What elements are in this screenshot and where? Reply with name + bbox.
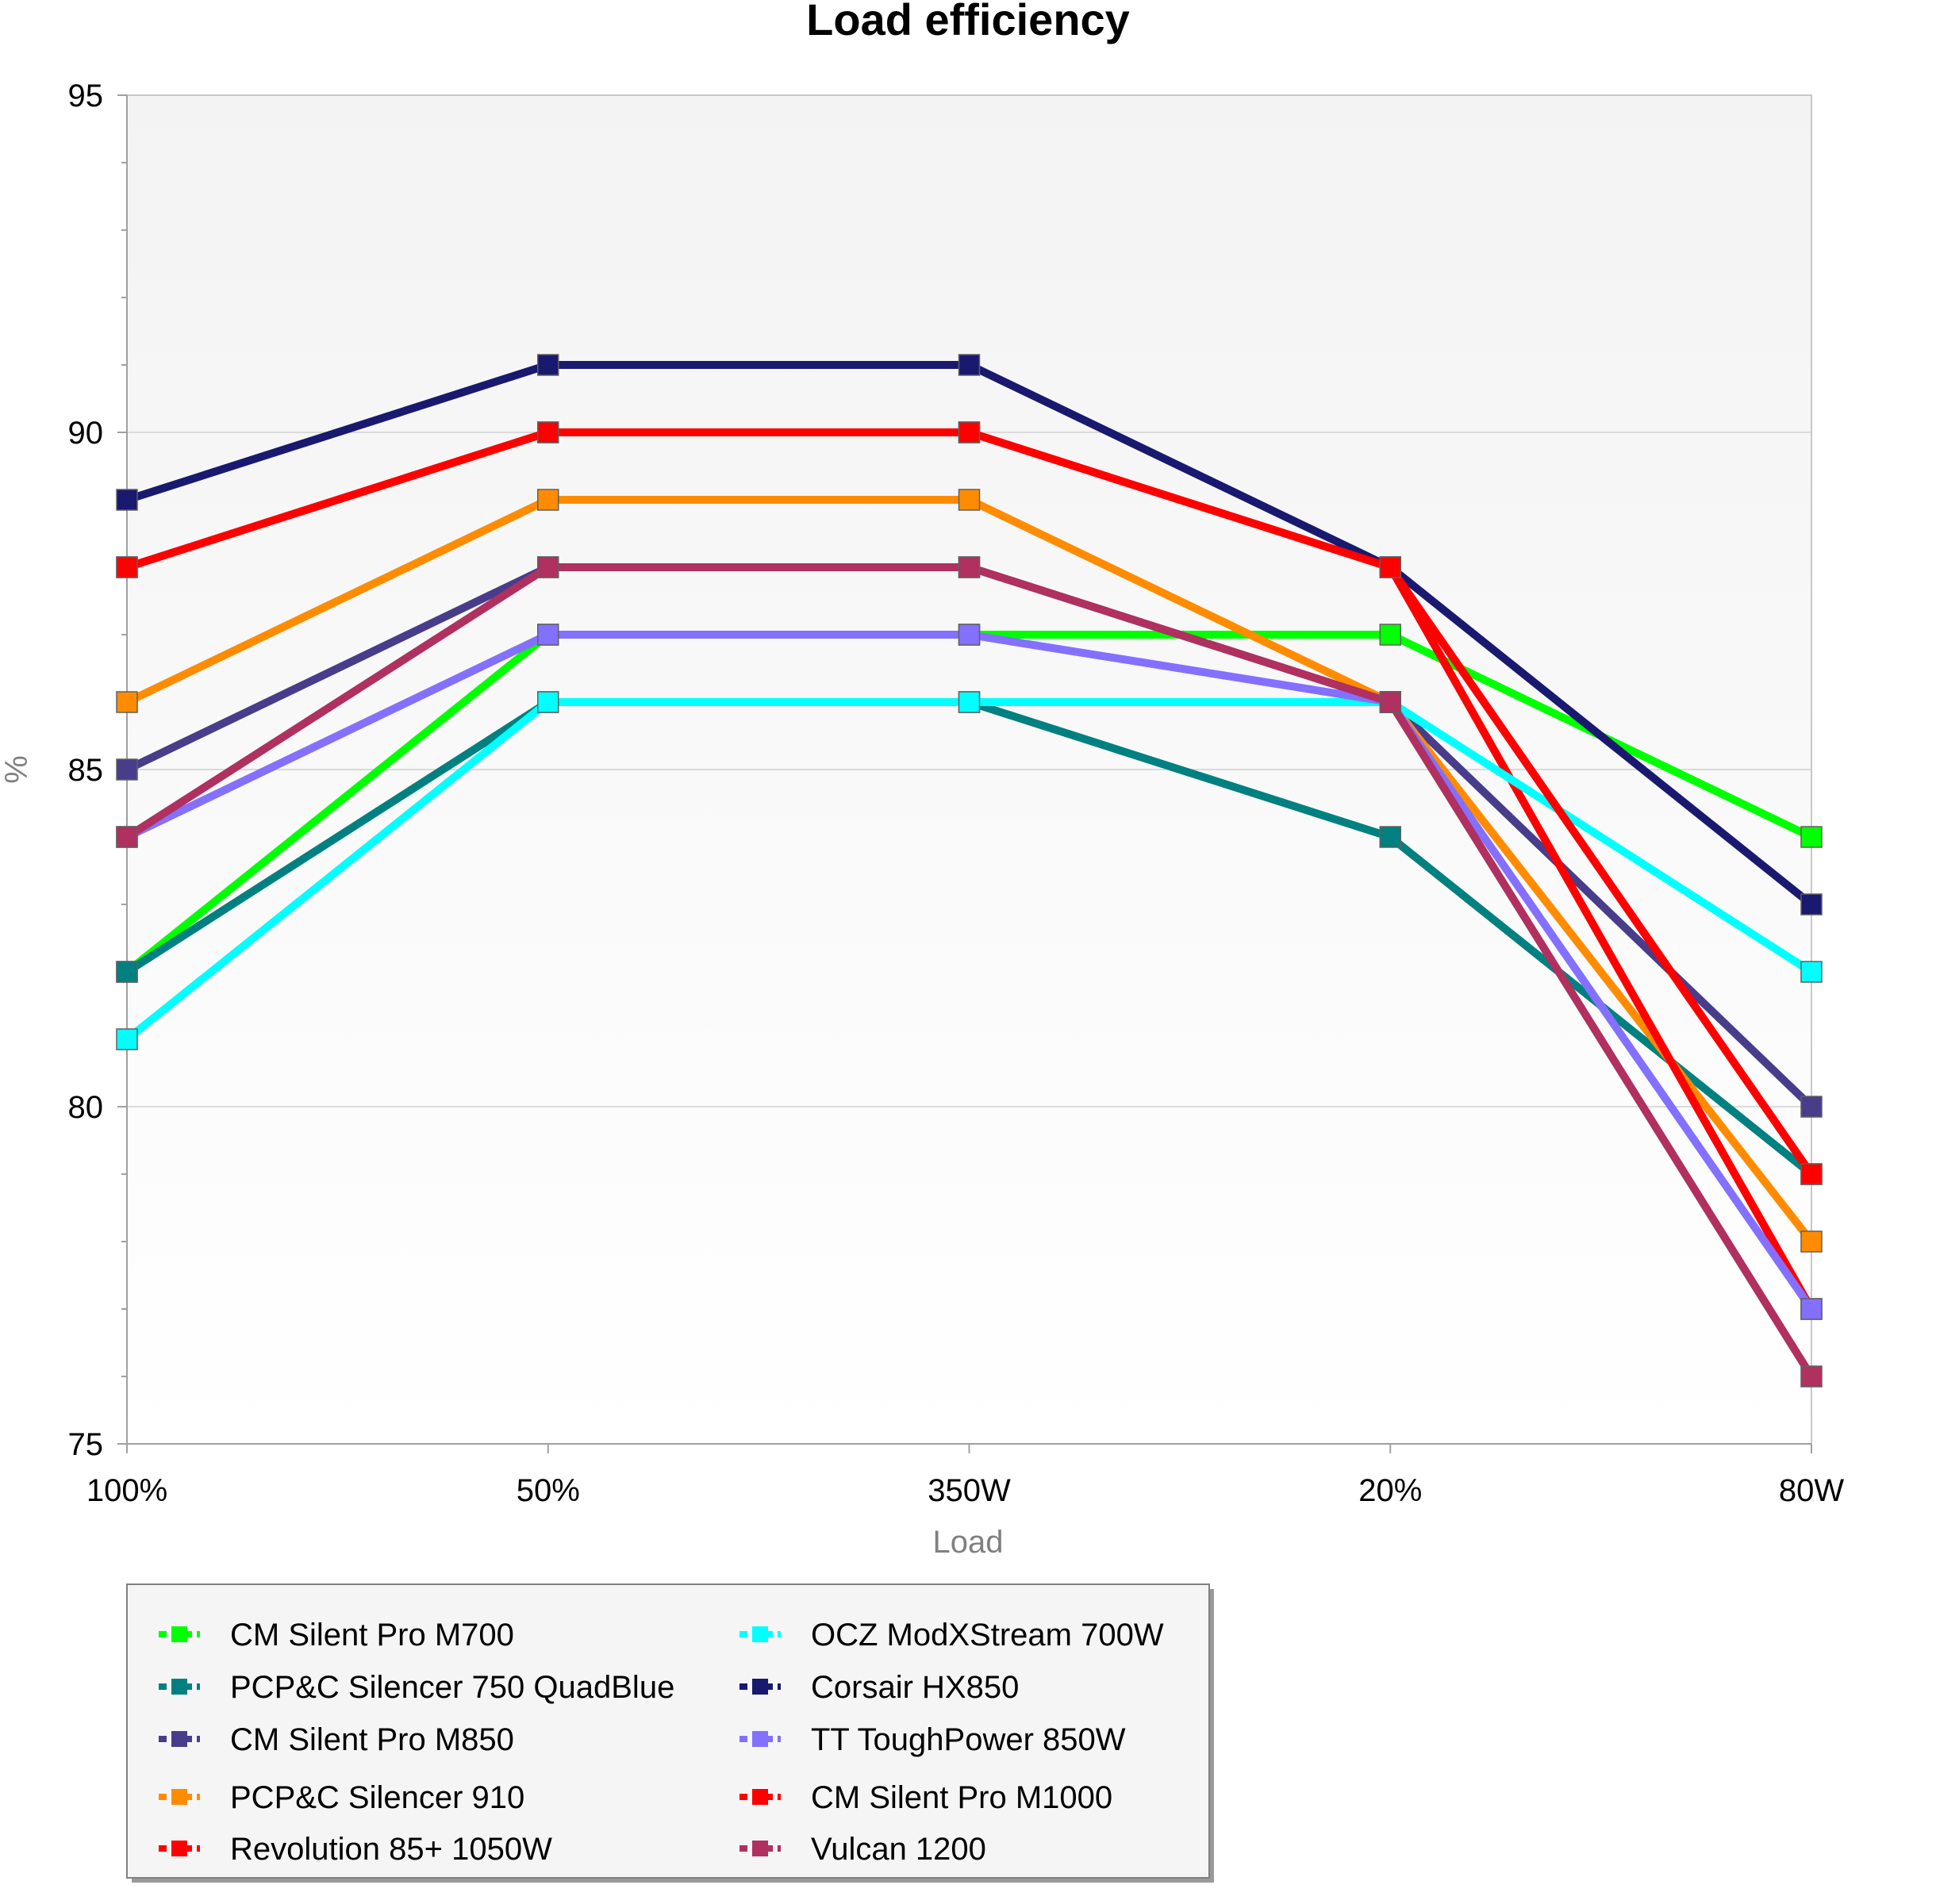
data-point: [116, 691, 138, 713]
data-point: [1379, 556, 1401, 578]
legend-label: OCZ ModXStream 700W: [811, 1618, 1164, 1653]
legend-label: CM Silent Pro M700: [230, 1618, 514, 1653]
chart-title: Load efficiency: [806, 0, 1130, 44]
series-layer: [116, 354, 1823, 1388]
x-axis-title: Load: [933, 1525, 1004, 1560]
data-point: [958, 421, 981, 443]
data-point: [1800, 893, 1823, 916]
legend-marker: [752, 1841, 768, 1856]
legend-item: TT ToughPower 850W: [739, 1722, 1126, 1757]
data-point: [958, 489, 981, 511]
y-tick-label: 90: [68, 416, 104, 451]
data-point: [1379, 691, 1401, 713]
data-point: [1800, 1298, 1823, 1320]
legend-label: CM Silent Pro M1000: [811, 1780, 1112, 1815]
legend-item: PCP&C Silencer 910: [159, 1780, 524, 1815]
data-point: [958, 624, 981, 646]
legend-label: CM Silent Pro M850: [230, 1722, 514, 1757]
legend-item: Revolution 85+ 1050W: [159, 1832, 552, 1867]
data-point: [537, 691, 559, 713]
legend-item: Vulcan 1200: [739, 1832, 986, 1867]
legend-marker: [752, 1679, 768, 1695]
x-tick-label: 80W: [1779, 1473, 1844, 1508]
y-tick-label: 95: [68, 79, 104, 113]
data-point: [1800, 826, 1823, 848]
data-point: [537, 354, 559, 376]
x-tick-label: 100%: [86, 1473, 167, 1508]
legend-label: PCP&C Silencer 910: [230, 1780, 524, 1815]
legend-label: TT ToughPower 850W: [811, 1722, 1126, 1757]
y-tick-label: 80: [68, 1090, 104, 1125]
data-point: [537, 556, 559, 578]
legend-label: Vulcan 1200: [811, 1832, 986, 1867]
data-point: [537, 489, 559, 511]
x-tick-label: 50%: [517, 1473, 580, 1508]
x-tick-label: 350W: [928, 1473, 1011, 1508]
data-point: [1800, 1365, 1823, 1388]
axes: 75 80 85 90 95 100% 50% 350W 20% 80W: [68, 79, 1845, 1508]
data-point: [116, 489, 138, 511]
legend-label: Revolution 85+ 1050W: [230, 1832, 552, 1867]
legend-label: Corsair HX850: [811, 1670, 1019, 1705]
series-cm-silent-pro-m1000: [116, 421, 1823, 1185]
legend-item: PCP&C Silencer 750 QuadBlue: [159, 1670, 674, 1705]
series-ocz-modxstream-700w: [116, 691, 1823, 1050]
legend-marker: [171, 1731, 187, 1747]
series-vulcan-1200: [116, 556, 1823, 1388]
data-point: [958, 691, 981, 713]
legend-marker: [752, 1789, 768, 1805]
data-point: [537, 421, 559, 443]
data-point: [1800, 1163, 1823, 1185]
data-point: [1800, 1230, 1823, 1253]
legend-item: Corsair HX850: [739, 1670, 1019, 1705]
y-tick-label: 75: [68, 1427, 104, 1462]
data-point: [116, 556, 138, 578]
data-point: [537, 624, 559, 646]
legend-item: OCZ ModXStream 700W: [739, 1618, 1164, 1653]
legend-item: CM Silent Pro M1000: [739, 1780, 1112, 1815]
y-tick-label: 85: [68, 753, 104, 788]
data-point: [116, 826, 138, 848]
legend-item: CM Silent Pro M700: [159, 1618, 514, 1653]
data-point: [958, 556, 981, 578]
x-tick-label: 20%: [1358, 1473, 1422, 1508]
legend-marker: [752, 1731, 768, 1747]
data-point: [116, 1028, 138, 1050]
legend: CM Silent Pro M700 PCP&C Silencer 750 Qua…: [126, 1583, 1214, 1883]
legend-item: CM Silent Pro M850: [159, 1722, 514, 1757]
legend-box: [126, 1583, 1210, 1879]
data-point: [958, 354, 981, 376]
data-point: [1379, 624, 1401, 646]
data-point: [116, 758, 138, 781]
legend-marker: [171, 1626, 187, 1642]
data-point: [1800, 1096, 1823, 1118]
legend-marker: [171, 1679, 187, 1695]
legend-marker: [752, 1626, 768, 1642]
data-point: [116, 961, 138, 983]
legend-marker: [171, 1841, 187, 1856]
y-axis-title: %: [0, 755, 34, 784]
data-point: [1379, 826, 1401, 848]
legend-marker: [171, 1789, 187, 1805]
legend-label: PCP&C Silencer 750 QuadBlue: [230, 1670, 674, 1705]
data-point: [1800, 961, 1823, 983]
